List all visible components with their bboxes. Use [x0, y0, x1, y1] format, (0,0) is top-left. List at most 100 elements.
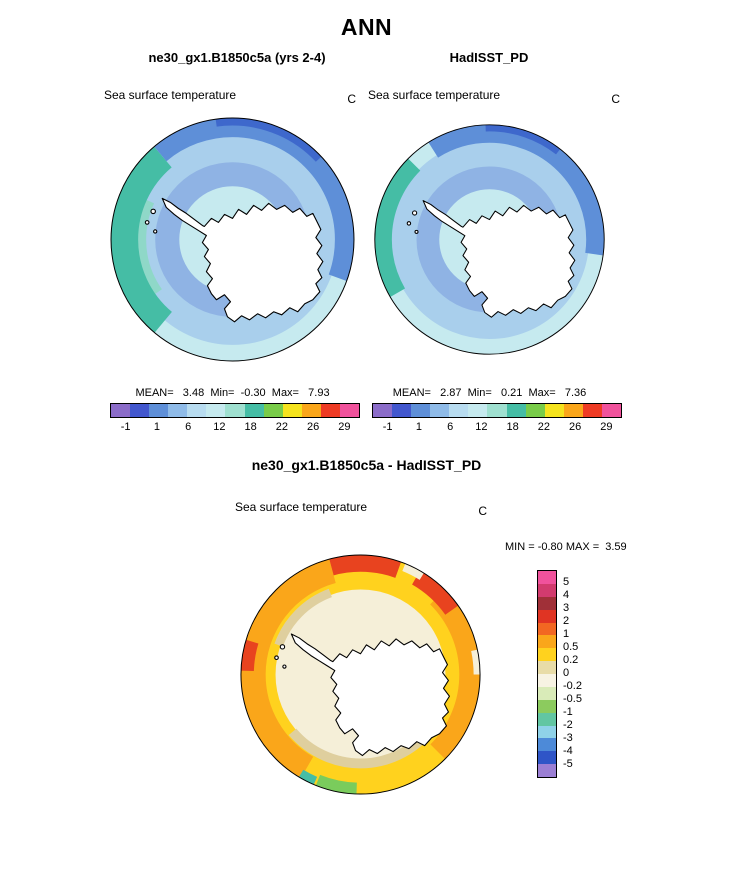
tick-label: 26 — [307, 421, 320, 433]
colorbar-cell — [538, 635, 556, 649]
colorbar-cell — [168, 404, 188, 417]
tick-label: -0.2 — [563, 680, 582, 692]
diff-minmax: MIN = -0.80 MAX = 3.59 — [505, 541, 627, 553]
obs-colorbar — [372, 403, 622, 418]
colorbar-cell — [538, 596, 556, 610]
model-colorbar — [110, 403, 360, 418]
tick-label: 22 — [537, 421, 550, 433]
tick-label: -1 — [382, 421, 393, 433]
diff-units-label: C — [478, 504, 487, 518]
tick-label: 1 — [563, 628, 570, 640]
colorbar-cell — [392, 404, 412, 417]
model-field-label: Sea surface temperature — [104, 88, 237, 102]
model-stats: MEAN= 3.48 Min= -0.30 Max= 7.93 — [135, 387, 330, 399]
colorbar-cell — [538, 609, 556, 623]
model-colorbar-ticks: -1 1 6 12 18 22 26 29 — [110, 421, 360, 433]
diff-field-row: Sea surface temperature C — [235, 500, 487, 518]
colorbar-cell — [263, 404, 283, 417]
tick-label: -4 — [563, 745, 573, 757]
diff-map — [240, 554, 481, 795]
colorbar-cell — [111, 404, 131, 417]
tick-label: 2 — [563, 615, 570, 627]
tick-label: 4 — [563, 589, 570, 601]
tick-label: 5 — [563, 576, 570, 588]
obs-colorbar-ticks: -1 1 6 12 18 22 26 29 — [372, 421, 622, 433]
obs-field-row: Sea surface temperature C — [368, 88, 620, 106]
season-title: ANN — [340, 14, 393, 40]
colorbar-cell — [411, 404, 431, 417]
diff-colorbar-labels: 5 4 3 2 1 0.5 0.2 0 -0.2 -0.5 -1 -2 -3 -4 -5 — [563, 576, 582, 771]
colorbar-cell — [282, 404, 302, 417]
model-field-row: Sea surface temperature C — [104, 88, 356, 106]
map-boundary — [374, 124, 605, 355]
colorbar-cell — [538, 648, 556, 662]
tick-label: -0.5 — [563, 693, 582, 705]
colorbar-cell — [487, 404, 507, 417]
tick-label: -1 — [563, 706, 573, 718]
colorbar-cell — [301, 404, 321, 417]
colorbar-cell — [538, 738, 556, 752]
diff-title: ne30_gx1.B1850c5a - HadISST_PD — [251, 457, 482, 473]
tick-label: 18 — [506, 421, 519, 433]
colorbar-cell — [525, 404, 545, 417]
tick-label: 0.5 — [563, 641, 579, 653]
colorbar-cell — [538, 751, 556, 765]
colorbar-cell — [244, 404, 264, 417]
colorbar-cell — [538, 725, 556, 739]
colorbar-cell — [506, 404, 526, 417]
tick-label: 26 — [569, 421, 582, 433]
tick-label: -1 — [120, 421, 131, 433]
tick-label: -2 — [563, 719, 573, 731]
model-map — [110, 117, 355, 362]
colorbar-cell — [538, 764, 556, 777]
colorbar-cell — [320, 404, 340, 417]
colorbar-cell — [206, 404, 226, 417]
model-case-title: ne30_gx1.B1850c5a (yrs 2-4) — [148, 50, 326, 65]
colorbar-cell — [538, 674, 556, 687]
obs-stats: MEAN= 2.87 Min= 0.21 Max= 7.36 — [392, 387, 587, 399]
diff-colorbar — [537, 570, 557, 778]
tick-label: 1 — [415, 421, 422, 433]
map-boundary — [240, 554, 481, 795]
colorbar-cell — [538, 686, 556, 700]
tick-label: 22 — [275, 421, 288, 433]
tick-label: 29 — [338, 421, 351, 433]
colorbar-cell — [538, 571, 556, 584]
colorbar-cell — [149, 404, 169, 417]
colorbar-cell — [449, 404, 469, 417]
tick-label: 12 — [475, 421, 488, 433]
colorbar-cell — [468, 404, 488, 417]
obs-field-label: Sea surface temperature — [368, 88, 501, 102]
obs-case-title: HadISST_PD — [449, 50, 529, 65]
colorbar-cell — [130, 404, 150, 417]
colorbar-cell — [563, 404, 583, 417]
colorbar-cell — [225, 404, 245, 417]
tick-label: -3 — [563, 732, 573, 744]
obs-map — [374, 124, 605, 355]
tick-label: 0 — [563, 667, 570, 679]
colorbar-cell — [339, 404, 360, 417]
model-units-label: C — [347, 92, 356, 106]
tick-label: 18 — [244, 421, 257, 433]
colorbar-cell — [187, 404, 207, 417]
colorbar-cell — [538, 583, 556, 597]
tick-label: 3 — [563, 602, 570, 614]
colorbar-cell — [601, 404, 622, 417]
tick-label: 12 — [213, 421, 226, 433]
colorbar-cell — [373, 404, 393, 417]
tick-label: 29 — [600, 421, 613, 433]
tick-label: 0.2 — [563, 654, 579, 666]
tick-label: 6 — [185, 421, 192, 433]
colorbar-cell — [538, 699, 556, 713]
colorbar-cell — [538, 661, 556, 674]
tick-label: -5 — [563, 758, 573, 770]
obs-units-label: C — [611, 92, 620, 106]
colorbar-cell — [582, 404, 602, 417]
colorbar-cell — [430, 404, 450, 417]
tick-label: 1 — [153, 421, 160, 433]
colorbar-cell — [538, 622, 556, 636]
tick-label: 6 — [447, 421, 454, 433]
colorbar-cell — [544, 404, 564, 417]
diff-field-label: Sea surface temperature — [235, 500, 368, 514]
